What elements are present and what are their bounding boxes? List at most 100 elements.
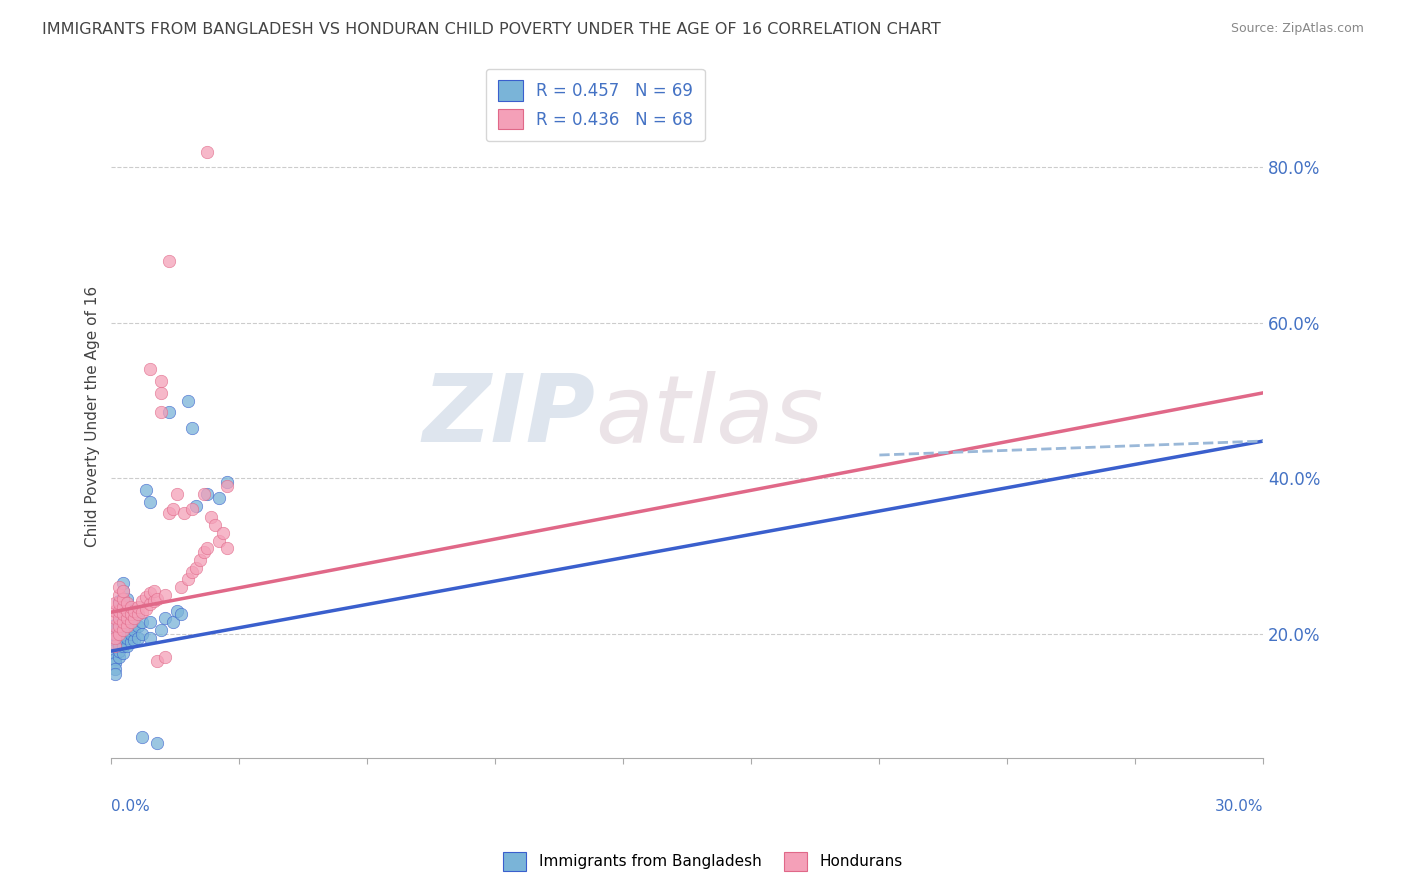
Text: 0.0%: 0.0% bbox=[111, 799, 150, 814]
Point bbox=[146, 736, 169, 750]
Point bbox=[120, 619, 142, 633]
Point bbox=[115, 623, 138, 637]
Point bbox=[104, 604, 127, 618]
Point bbox=[197, 145, 219, 159]
Point bbox=[162, 502, 184, 516]
Point bbox=[139, 494, 162, 508]
Point bbox=[131, 730, 153, 744]
Point bbox=[104, 657, 127, 671]
Point bbox=[127, 607, 149, 622]
Point bbox=[200, 510, 222, 524]
Point bbox=[108, 580, 131, 594]
Point bbox=[142, 594, 165, 608]
Point bbox=[108, 604, 131, 618]
Point bbox=[120, 607, 142, 622]
Point bbox=[193, 545, 215, 559]
Point bbox=[204, 518, 226, 533]
Point bbox=[120, 615, 142, 630]
Point bbox=[150, 385, 173, 400]
Point bbox=[139, 362, 162, 376]
Point bbox=[127, 607, 149, 622]
Point bbox=[111, 591, 134, 606]
Point bbox=[150, 623, 173, 637]
Point bbox=[177, 573, 200, 587]
Text: ZIP: ZIP bbox=[422, 370, 595, 462]
Point bbox=[104, 662, 127, 676]
Point bbox=[115, 604, 138, 618]
Point bbox=[115, 615, 138, 630]
Point bbox=[104, 617, 127, 632]
Point bbox=[108, 619, 131, 633]
Point bbox=[108, 596, 131, 610]
Point bbox=[146, 654, 169, 668]
Point bbox=[153, 611, 176, 625]
Point bbox=[111, 599, 134, 614]
Point bbox=[108, 619, 131, 633]
Point bbox=[115, 639, 138, 653]
Point bbox=[215, 479, 238, 493]
Point bbox=[108, 631, 131, 645]
Point bbox=[111, 584, 134, 599]
Point bbox=[104, 646, 127, 660]
Point bbox=[157, 405, 180, 419]
Point bbox=[108, 650, 131, 665]
Point bbox=[111, 639, 134, 653]
Point bbox=[127, 599, 149, 614]
Point bbox=[169, 607, 191, 622]
Point bbox=[131, 615, 153, 630]
Point bbox=[157, 507, 180, 521]
Point bbox=[108, 588, 131, 602]
Point bbox=[208, 533, 231, 548]
Point bbox=[104, 639, 127, 653]
Point bbox=[104, 631, 127, 645]
Point bbox=[108, 644, 131, 658]
Point bbox=[120, 604, 142, 618]
Point bbox=[124, 613, 146, 627]
Point bbox=[111, 584, 134, 599]
Point bbox=[120, 627, 142, 641]
Point bbox=[135, 590, 157, 604]
Point bbox=[115, 596, 138, 610]
Point bbox=[120, 634, 142, 648]
Point bbox=[208, 491, 231, 505]
Point bbox=[131, 594, 153, 608]
Point bbox=[215, 541, 238, 556]
Point bbox=[166, 604, 188, 618]
Point bbox=[139, 615, 162, 630]
Point bbox=[135, 483, 157, 497]
Text: Source: ZipAtlas.com: Source: ZipAtlas.com bbox=[1230, 22, 1364, 36]
Point bbox=[111, 631, 134, 645]
Point bbox=[146, 591, 169, 606]
Point bbox=[108, 627, 131, 641]
Point bbox=[188, 553, 211, 567]
Text: 30.0%: 30.0% bbox=[1215, 799, 1264, 814]
Point bbox=[153, 588, 176, 602]
Text: atlas: atlas bbox=[595, 371, 824, 462]
Point bbox=[104, 619, 127, 633]
Point bbox=[139, 586, 162, 600]
Point bbox=[111, 591, 134, 606]
Point bbox=[108, 625, 131, 640]
Point bbox=[104, 628, 127, 642]
Point bbox=[115, 611, 138, 625]
Point bbox=[108, 613, 131, 627]
Point bbox=[150, 374, 173, 388]
Point bbox=[124, 633, 146, 648]
Point bbox=[131, 605, 153, 619]
Point bbox=[131, 627, 153, 641]
Point bbox=[124, 611, 146, 625]
Point bbox=[162, 615, 184, 630]
Point bbox=[197, 541, 219, 556]
Point bbox=[108, 602, 131, 616]
Point bbox=[104, 639, 127, 653]
Point bbox=[115, 607, 138, 622]
Point bbox=[111, 623, 134, 637]
Point bbox=[108, 607, 131, 622]
Point bbox=[104, 627, 127, 641]
Point bbox=[108, 639, 131, 653]
Point bbox=[139, 631, 162, 645]
Point bbox=[124, 623, 146, 637]
Point bbox=[111, 607, 134, 622]
Point bbox=[127, 619, 149, 633]
Point bbox=[177, 393, 200, 408]
